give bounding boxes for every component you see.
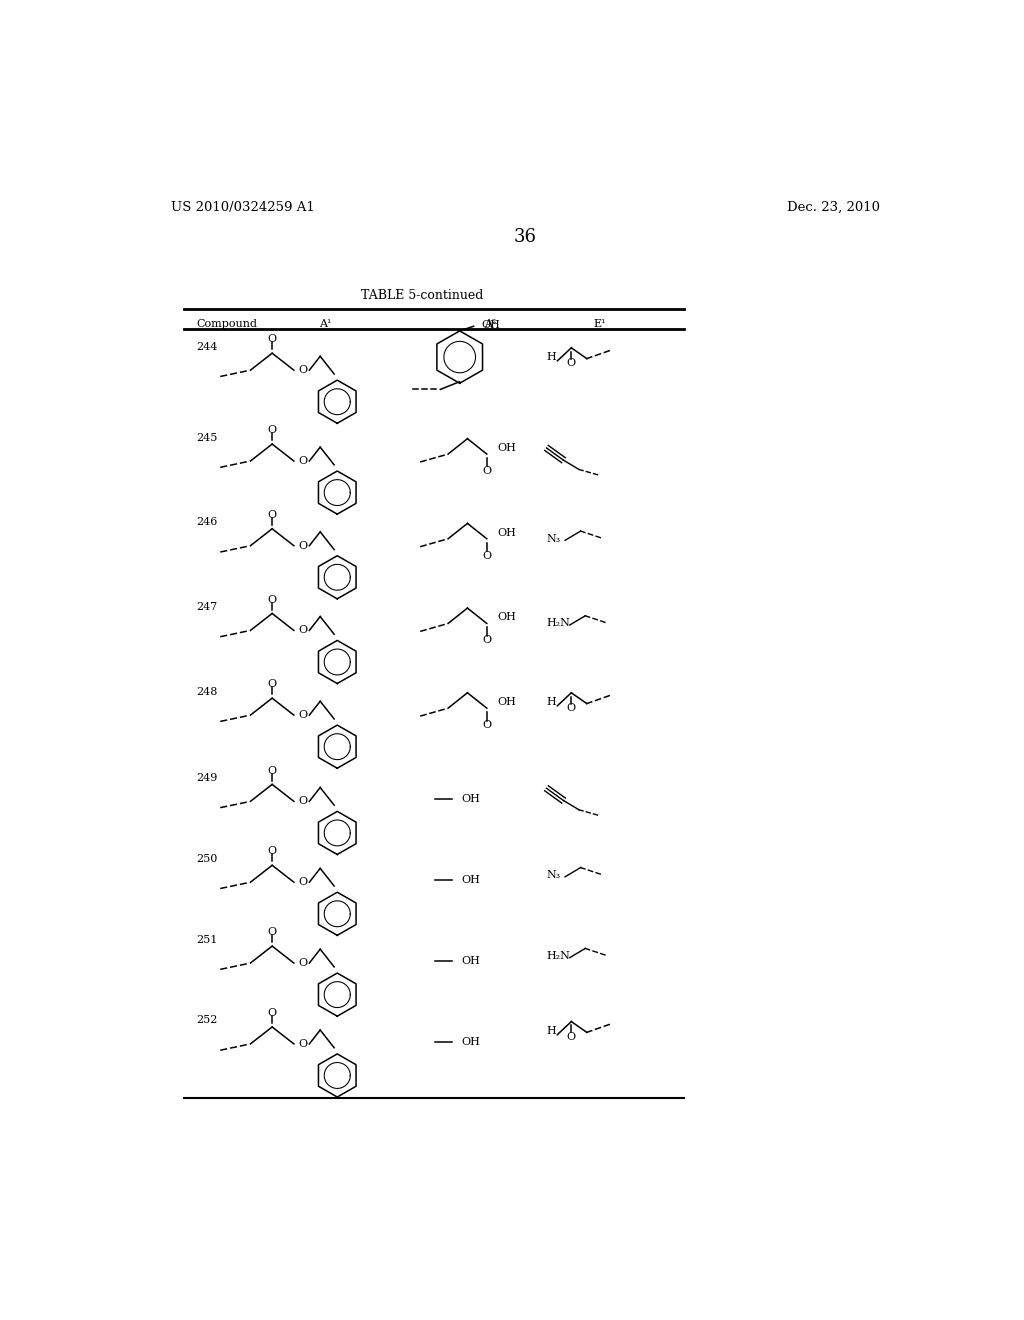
Text: O: O [482, 635, 492, 645]
Text: O: O [267, 927, 276, 937]
Text: 244: 244 [197, 342, 217, 351]
Text: N₃: N₃ [547, 870, 561, 880]
Text: 249: 249 [197, 774, 217, 783]
Text: O: O [267, 680, 276, 689]
Text: H: H [547, 697, 556, 708]
Text: OH: OH [461, 795, 480, 804]
Text: OH: OH [498, 697, 516, 708]
Text: OH: OH [481, 319, 501, 330]
Text: O: O [299, 366, 308, 375]
Text: O: O [299, 878, 308, 887]
Text: N₃: N₃ [547, 533, 561, 544]
Text: O: O [482, 550, 492, 561]
Text: H₂N: H₂N [547, 952, 570, 961]
Text: Compound: Compound [197, 318, 257, 329]
Text: E¹: E¹ [593, 318, 605, 329]
Text: O: O [267, 510, 276, 520]
Text: 36: 36 [513, 227, 537, 246]
Text: 247: 247 [197, 602, 217, 612]
Text: O: O [482, 721, 492, 730]
Text: O: O [299, 455, 308, 466]
Text: O: O [267, 425, 276, 436]
Text: H: H [547, 352, 556, 362]
Text: OH: OH [461, 875, 480, 884]
Text: Dec. 23, 2010: Dec. 23, 2010 [786, 201, 880, 214]
Text: O: O [267, 594, 276, 605]
Text: 246: 246 [197, 517, 217, 527]
Text: A²: A² [484, 318, 497, 329]
Text: O: O [299, 1039, 308, 1049]
Text: H: H [547, 1026, 556, 1036]
Text: O: O [267, 1008, 276, 1018]
Text: 245: 245 [197, 433, 217, 442]
Text: A¹: A¹ [319, 318, 332, 329]
Text: O: O [566, 704, 575, 713]
Text: O: O [482, 466, 492, 477]
Text: O: O [299, 541, 308, 550]
Text: O: O [267, 766, 276, 776]
Text: US 2010/0324259 A1: US 2010/0324259 A1 [171, 201, 314, 214]
Text: 251: 251 [197, 935, 217, 945]
Text: O: O [566, 358, 575, 368]
Text: O: O [299, 710, 308, 721]
Text: OH: OH [461, 956, 480, 966]
Text: O: O [299, 796, 308, 807]
Text: OH: OH [498, 612, 516, 622]
Text: 250: 250 [197, 854, 217, 863]
Text: OH: OH [461, 1036, 480, 1047]
Text: O: O [566, 1032, 575, 1041]
Text: OH: OH [498, 444, 516, 453]
Text: 252: 252 [197, 1015, 217, 1026]
Text: O: O [299, 626, 308, 635]
Text: TABLE 5-continued: TABLE 5-continued [361, 289, 483, 302]
Text: O: O [267, 846, 276, 857]
Text: O: O [267, 334, 276, 345]
Text: O: O [299, 958, 308, 968]
Text: 248: 248 [197, 686, 217, 697]
Text: OH: OH [498, 528, 516, 537]
Text: H₂N: H₂N [547, 619, 570, 628]
